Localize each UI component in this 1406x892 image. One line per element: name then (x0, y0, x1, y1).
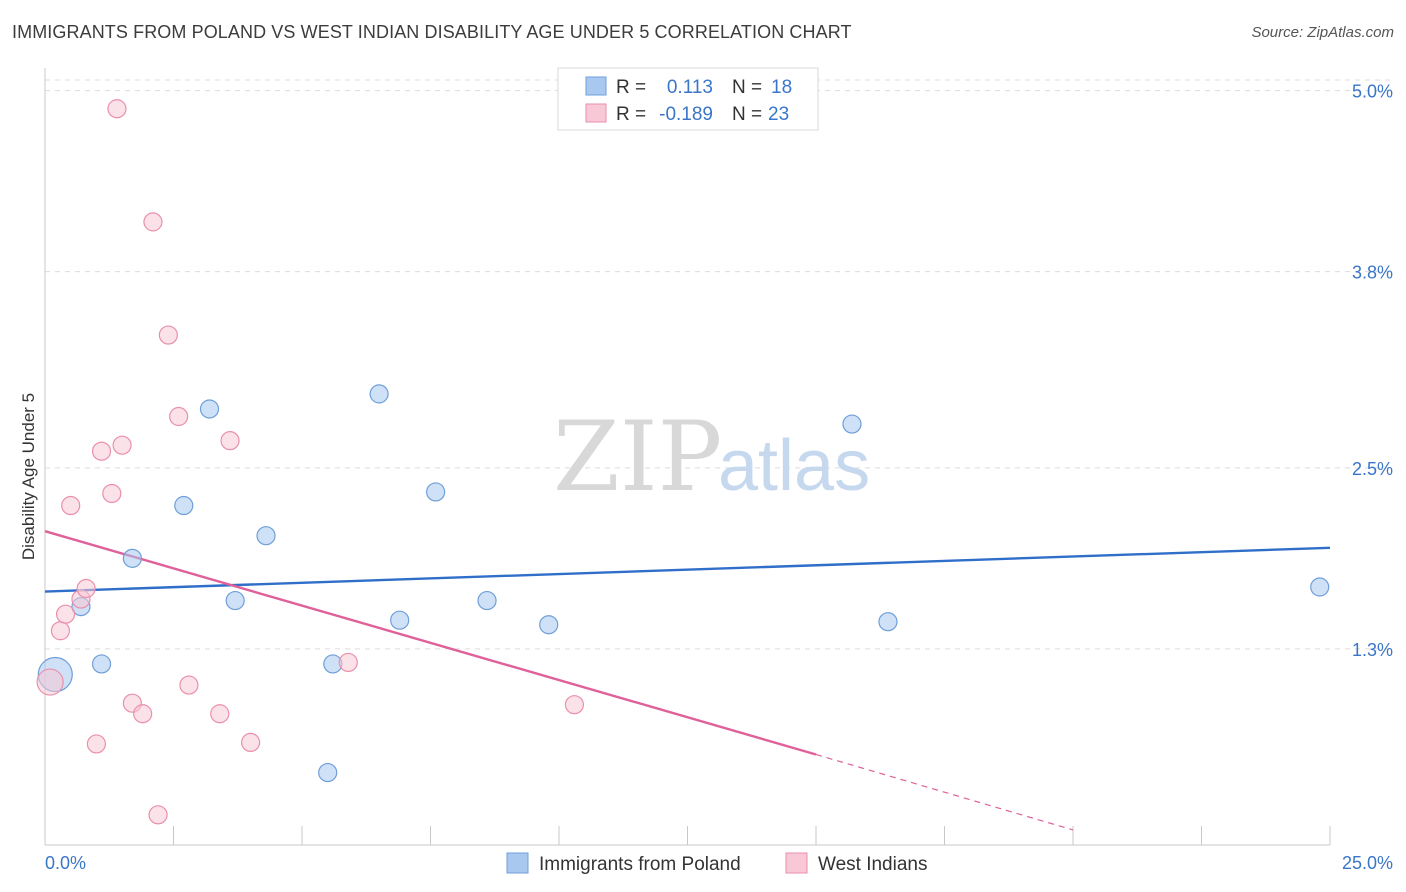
data-point-poland (199, 399, 220, 419)
data-point-west-indians (210, 704, 230, 724)
data-point-west-indians (179, 675, 199, 695)
data-point-west-indians (112, 435, 132, 455)
data-point-west-indians (86, 734, 107, 754)
legend-r-label-poland: R = (616, 77, 646, 98)
legend-n-value-poland: 18 (771, 77, 792, 98)
data-point-west-indians (133, 704, 153, 724)
legend-r-value-west-indians: -0.189 (659, 104, 713, 125)
data-point-west-indians (148, 805, 168, 825)
data-point-poland (256, 526, 276, 546)
axis-layer (44, 68, 1331, 846)
grid-layer (45, 79, 1395, 650)
data-point-west-indians (36, 668, 64, 696)
legend-swatch-west-indians (585, 103, 607, 123)
label-layer: 1.3% 2.5% 3.8% 5.0% 0.0% 25.0% Disability Age … (19, 82, 1393, 873)
data-point-poland (369, 384, 389, 404)
data-point-poland (225, 590, 245, 611)
watermark: ZIP atlas (553, 401, 870, 513)
data-point-poland (878, 612, 898, 632)
trend-line-extension-1 (815, 753, 1074, 831)
data-point-west-indians (158, 325, 178, 345)
data-point-west-indians (50, 621, 71, 641)
data-point-west-indians (169, 406, 189, 427)
data-point-poland (1310, 577, 1330, 597)
legend-r-value-poland: 0.113 (667, 77, 713, 98)
watermark-zip: ZIP (553, 401, 722, 513)
data-point-west-indians (241, 732, 261, 753)
data-point-poland (174, 495, 194, 516)
data-point-west-indians (220, 431, 240, 451)
y-tick-label: 1.3% (1352, 640, 1393, 660)
stats-legend: R = 0.113 N = 18 R = -0.189 N = 23 (557, 67, 819, 131)
data-point-poland (426, 482, 446, 502)
data-point-west-indians (143, 212, 163, 232)
y-tick-label: 2.5% (1352, 459, 1393, 479)
watermark-atlas: atlas (718, 426, 870, 506)
legend-swatch-poland (585, 76, 607, 96)
data-point-poland (842, 414, 862, 434)
data-point-west-indians (102, 483, 122, 504)
data-point-poland (390, 610, 410, 630)
data-point-west-indians (55, 604, 76, 624)
data-point-west-indians (564, 695, 585, 715)
data-point-west-indians (61, 495, 81, 516)
bottom-legend-label-west-indians: West Indians (818, 854, 927, 875)
legend-n-value-west-indians: 23 (768, 104, 789, 125)
data-point-poland (477, 590, 497, 611)
x-tick-label-max: 25.0% (1342, 853, 1393, 873)
point-layer (36, 99, 1330, 825)
x-tick-label-min: 0.0% (45, 853, 86, 873)
source-label: Source: ZipAtlas.com (1251, 24, 1394, 41)
trend-layer (44, 530, 1331, 831)
trend-line-1 (44, 530, 817, 756)
data-point-west-indians (107, 99, 127, 119)
data-point-west-indians (76, 578, 96, 599)
y-axis-title: Disability Age Under 5 (19, 393, 38, 560)
data-point-poland (318, 762, 338, 783)
legend-n-label-poland: N = (732, 77, 762, 98)
bottom-legend-swatch-poland (506, 852, 529, 874)
data-point-poland (122, 548, 142, 568)
legend-n-label-west-indians: N = (732, 104, 762, 125)
series-legend: Immigrants from Poland West Indians (506, 852, 927, 875)
chart-title: IMMIGRANTS FROM POLAND VS WEST INDIAN DI… (12, 22, 852, 42)
bottom-legend-swatch-west-indians (785, 852, 808, 874)
legend-r-label-west-indians: R = (616, 104, 646, 125)
y-tick-label: 3.8% (1352, 263, 1393, 283)
trend-line-0 (44, 546, 1331, 593)
data-point-poland (91, 654, 112, 674)
data-point-west-indians (91, 441, 112, 461)
bottom-legend-label-poland: Immigrants from Poland (539, 854, 741, 875)
y-tick-label: 5.0% (1352, 82, 1393, 102)
data-point-west-indians (338, 652, 358, 673)
data-point-poland (539, 615, 559, 635)
